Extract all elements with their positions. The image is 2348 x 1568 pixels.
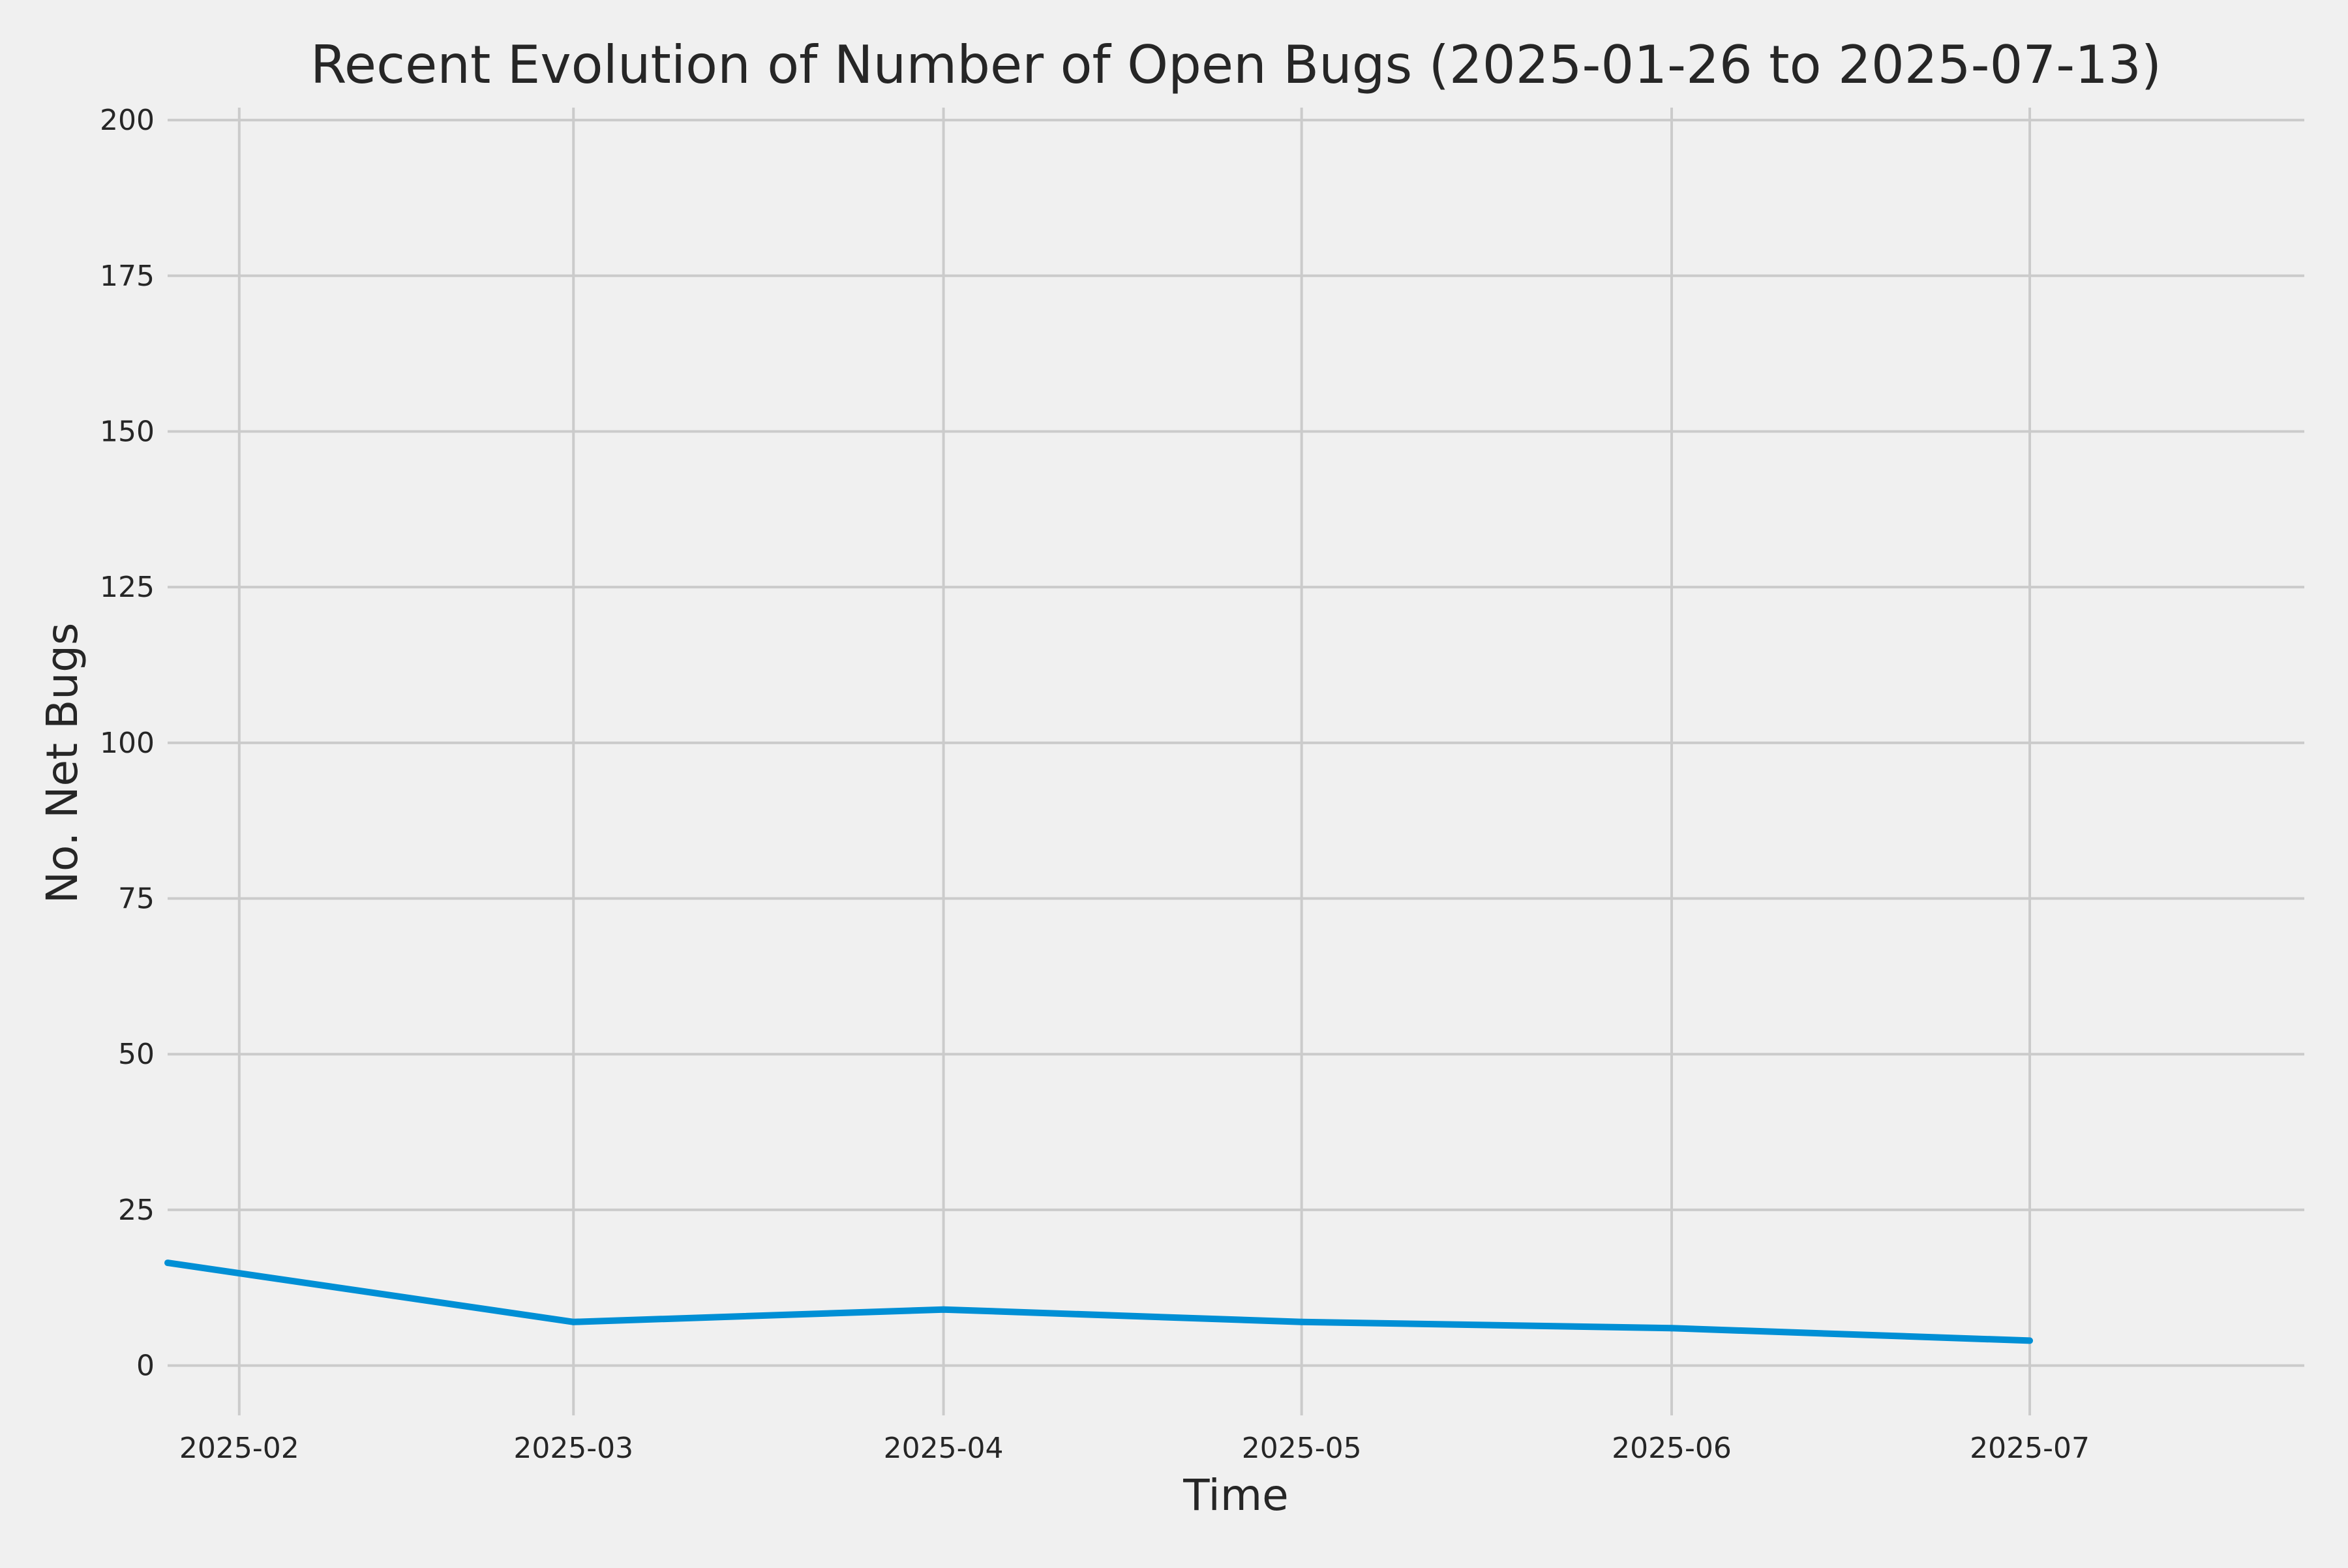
y-tick-label: 100: [100, 727, 155, 760]
data-point: [164, 1259, 171, 1267]
data-point: [1668, 1325, 1676, 1332]
y-tick-label: 175: [100, 260, 155, 293]
y-tick-label: 125: [100, 571, 155, 604]
x-tick-label: 2025-03: [513, 1432, 633, 1465]
data-point: [570, 1318, 577, 1325]
y-tick-label: 150: [100, 415, 155, 448]
x-tick-label: 2025-06: [1612, 1432, 1732, 1465]
x-tick-label: 2025-07: [1970, 1432, 2090, 1465]
x-tick-label: 2025-04: [884, 1432, 1004, 1465]
chart-title: Recent Evolution of Number of Open Bugs …: [310, 35, 2161, 95]
series-line: [167, 1259, 2030, 1344]
data-point: [2026, 1337, 2034, 1344]
y-tick-label: 0: [136, 1349, 155, 1383]
y-axis-label: No. Net Bugs: [37, 623, 87, 904]
data-point: [1298, 1318, 1305, 1325]
x-axis-label: Time: [1182, 1470, 1289, 1520]
x-tick-label: 2025-05: [1242, 1432, 1362, 1465]
grid: [168, 108, 2304, 1415]
y-tick-label: 50: [118, 1038, 155, 1071]
y-tick-label: 75: [118, 882, 155, 916]
y-tick-label: 25: [118, 1194, 155, 1227]
data-point: [940, 1306, 947, 1313]
x-tick-label: 2025-02: [179, 1432, 299, 1465]
y-tick-label: 200: [100, 104, 155, 137]
tick-labels: 0 25 50 75 100 125 150 175 200 2025-02 2025-03 2025…: [100, 104, 2090, 1465]
series-layer: [164, 1259, 2034, 1344]
